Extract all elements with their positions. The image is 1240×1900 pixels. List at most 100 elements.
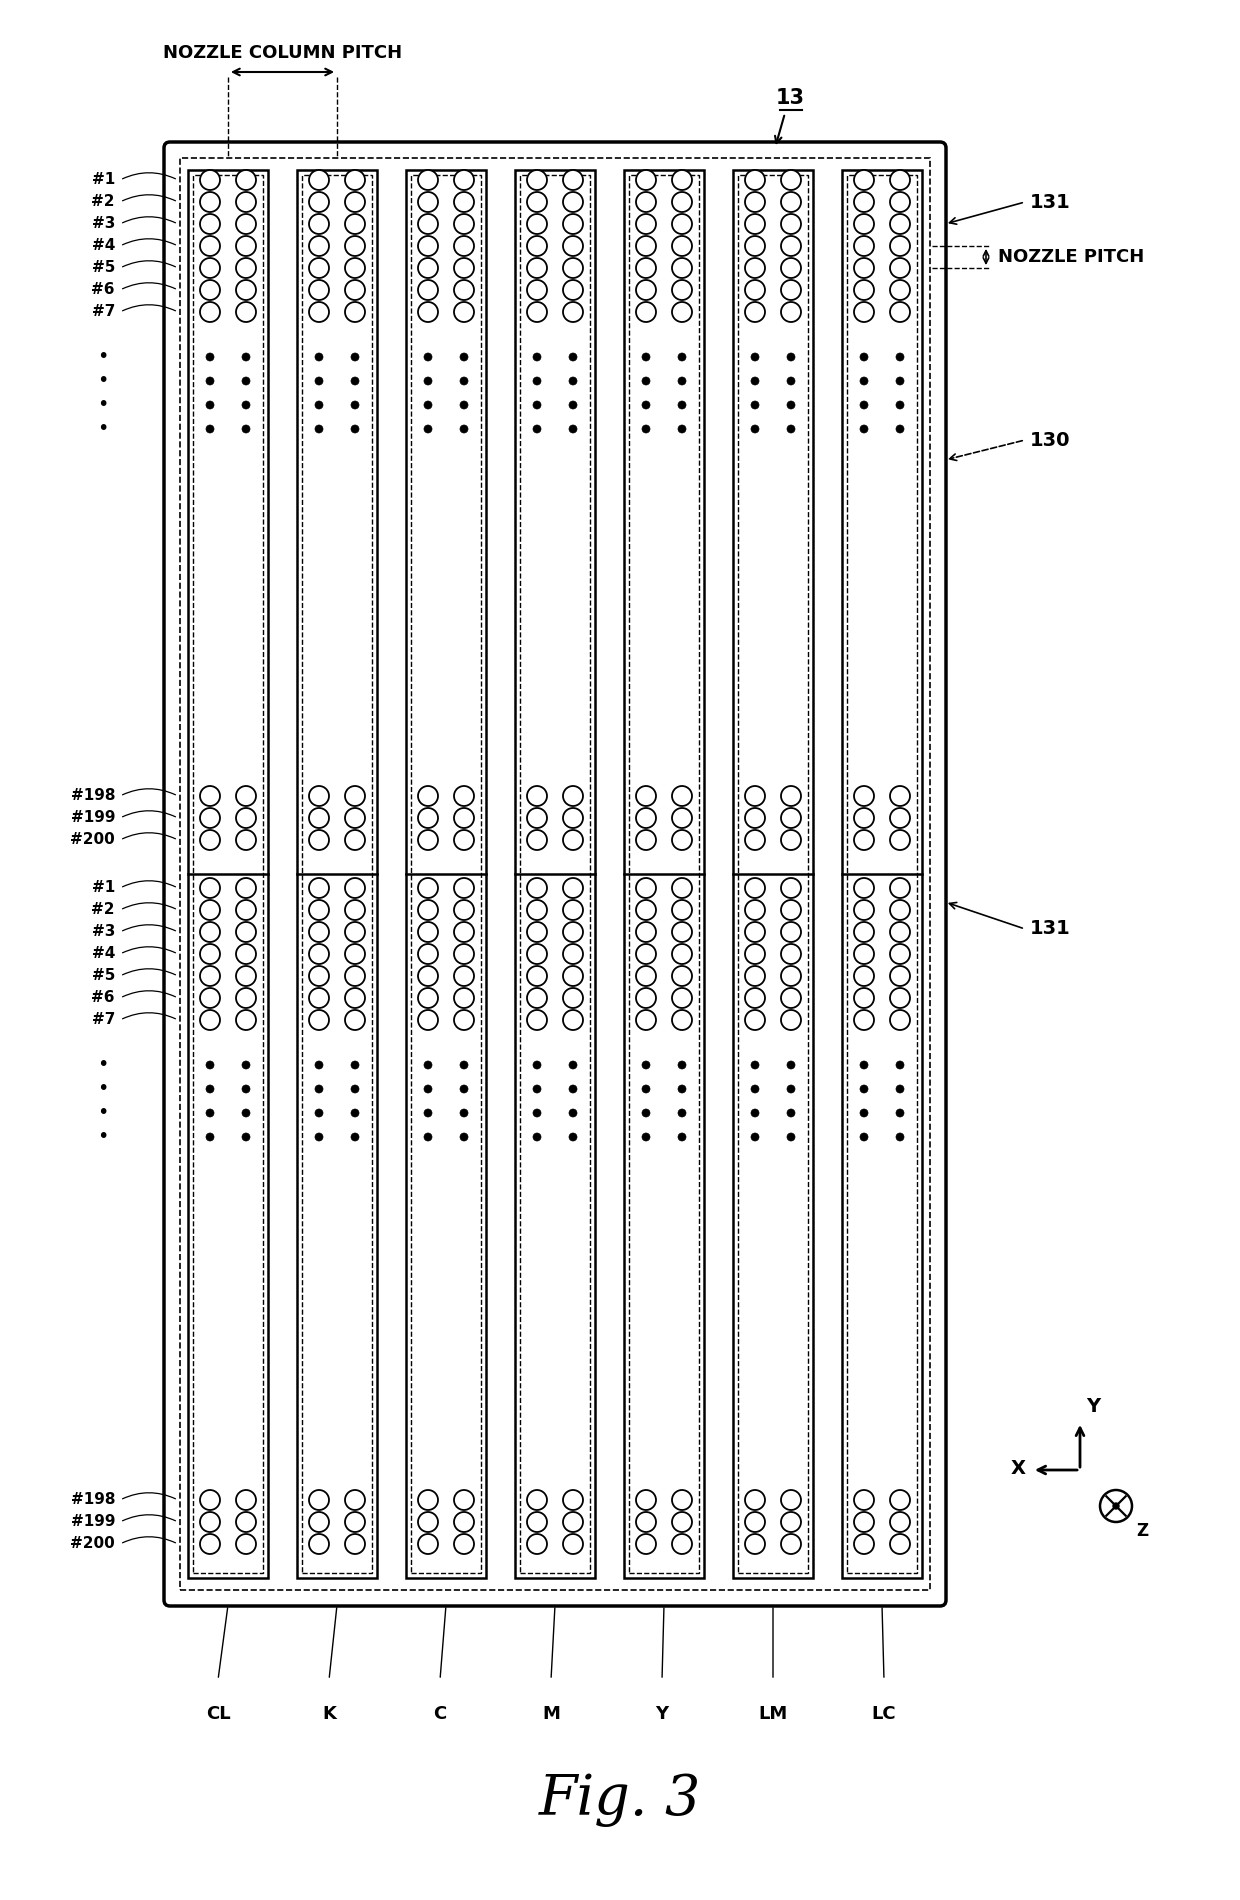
Circle shape	[636, 965, 656, 986]
Circle shape	[890, 922, 910, 942]
Circle shape	[897, 1085, 904, 1092]
Text: M: M	[542, 1704, 560, 1723]
Text: #198: #198	[71, 1493, 115, 1507]
Circle shape	[418, 988, 438, 1009]
Bar	[842, 169, 923, 1579]
Circle shape	[854, 830, 874, 849]
Circle shape	[309, 787, 329, 806]
Circle shape	[418, 944, 438, 963]
Circle shape	[418, 169, 438, 190]
Circle shape	[345, 258, 365, 277]
Circle shape	[781, 878, 801, 899]
Circle shape	[424, 1085, 432, 1092]
Circle shape	[563, 279, 583, 300]
Circle shape	[309, 1512, 329, 1531]
Circle shape	[781, 1533, 801, 1554]
Circle shape	[678, 426, 686, 433]
Circle shape	[236, 192, 255, 213]
Circle shape	[454, 808, 474, 828]
Circle shape	[242, 1132, 250, 1142]
Text: NOZZLE PITCH: NOZZLE PITCH	[998, 249, 1145, 266]
Text: •: •	[97, 1127, 109, 1146]
Circle shape	[315, 426, 322, 433]
Text: 13: 13	[775, 87, 805, 108]
Text: #199: #199	[71, 811, 115, 825]
Circle shape	[781, 192, 801, 213]
Circle shape	[236, 988, 255, 1009]
Circle shape	[751, 1085, 759, 1092]
Circle shape	[206, 401, 215, 408]
Circle shape	[563, 1533, 583, 1554]
Circle shape	[242, 376, 250, 386]
Circle shape	[678, 376, 686, 386]
Circle shape	[351, 353, 360, 361]
Circle shape	[787, 1132, 795, 1142]
Circle shape	[200, 901, 219, 920]
Circle shape	[242, 1060, 250, 1070]
Bar	[738, 175, 808, 1573]
Circle shape	[745, 878, 765, 899]
Circle shape	[672, 258, 692, 277]
Circle shape	[242, 1085, 250, 1092]
Circle shape	[345, 1011, 365, 1030]
Circle shape	[636, 258, 656, 277]
Text: #5: #5	[92, 260, 115, 276]
Circle shape	[206, 376, 215, 386]
Circle shape	[563, 922, 583, 942]
Text: CL: CL	[206, 1704, 231, 1723]
Circle shape	[345, 236, 365, 256]
Circle shape	[781, 215, 801, 234]
Circle shape	[636, 1533, 656, 1554]
Circle shape	[200, 1011, 219, 1030]
Circle shape	[787, 401, 795, 408]
Text: #200: #200	[71, 1537, 115, 1552]
Circle shape	[533, 1110, 541, 1117]
Circle shape	[527, 1512, 547, 1531]
Circle shape	[527, 302, 547, 321]
Circle shape	[854, 1490, 874, 1511]
Circle shape	[745, 302, 765, 321]
Bar	[303, 175, 372, 1573]
Circle shape	[236, 922, 255, 942]
Circle shape	[745, 215, 765, 234]
Circle shape	[454, 279, 474, 300]
Text: #4: #4	[92, 946, 115, 961]
Circle shape	[745, 236, 765, 256]
Text: #6: #6	[92, 283, 115, 298]
Circle shape	[424, 353, 432, 361]
Text: Fig. 3: Fig. 3	[539, 1773, 701, 1828]
Text: #1: #1	[92, 173, 115, 188]
Circle shape	[309, 236, 329, 256]
Circle shape	[854, 1533, 874, 1554]
Circle shape	[454, 944, 474, 963]
Circle shape	[200, 192, 219, 213]
Circle shape	[890, 830, 910, 849]
Circle shape	[236, 236, 255, 256]
Text: 131: 131	[1030, 192, 1071, 211]
Circle shape	[236, 944, 255, 963]
Text: Y: Y	[656, 1704, 668, 1723]
Circle shape	[527, 1011, 547, 1030]
Bar	[193, 175, 263, 1573]
Circle shape	[533, 1085, 541, 1092]
Circle shape	[424, 1060, 432, 1070]
Circle shape	[242, 426, 250, 433]
Circle shape	[854, 878, 874, 899]
Circle shape	[781, 1512, 801, 1531]
Circle shape	[854, 901, 874, 920]
Circle shape	[854, 236, 874, 256]
Circle shape	[200, 302, 219, 321]
Circle shape	[781, 787, 801, 806]
Bar	[847, 175, 918, 1573]
Circle shape	[563, 258, 583, 277]
Circle shape	[527, 922, 547, 942]
Text: #1: #1	[92, 880, 115, 895]
Circle shape	[861, 1110, 868, 1117]
Circle shape	[890, 1011, 910, 1030]
Circle shape	[854, 169, 874, 190]
Circle shape	[636, 830, 656, 849]
Circle shape	[672, 236, 692, 256]
Circle shape	[527, 279, 547, 300]
Circle shape	[200, 1512, 219, 1531]
Circle shape	[781, 258, 801, 277]
